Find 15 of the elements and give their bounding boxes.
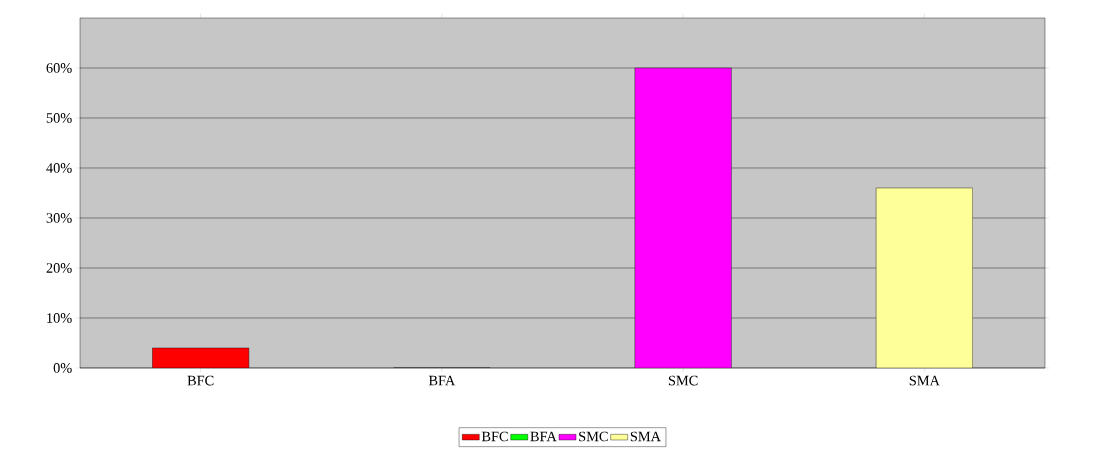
legend-label: SMA — [630, 431, 661, 442]
x-tick-label: BFA — [428, 375, 456, 386]
legend-label: BFA — [530, 431, 557, 442]
legend-label: SMC — [579, 431, 608, 442]
x-tick-label: SMA — [909, 375, 940, 386]
x-tick-label: SMC — [668, 375, 698, 386]
y-tick-label: 40% — [46, 163, 72, 173]
legend-label: BFC — [481, 431, 508, 442]
y-tick-label: 60% — [46, 63, 72, 73]
y-tick-label: 20% — [46, 263, 72, 273]
y-tick-label: 50% — [46, 113, 72, 123]
x-tick-label: BFC — [187, 375, 214, 386]
y-tick-label: 0% — [53, 363, 72, 373]
y-tick-label: 30% — [46, 213, 72, 223]
y-tick-label: 10% — [47, 313, 72, 323]
